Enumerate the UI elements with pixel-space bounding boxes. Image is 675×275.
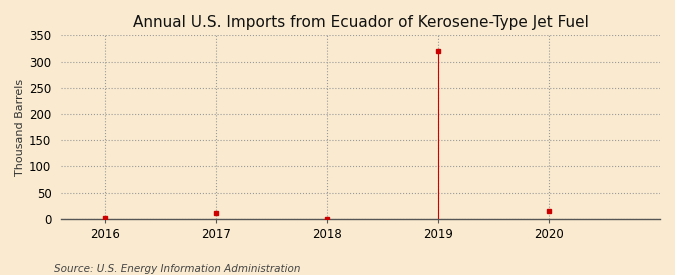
Y-axis label: Thousand Barrels: Thousand Barrels bbox=[15, 78, 25, 176]
Text: Source: U.S. Energy Information Administration: Source: U.S. Energy Information Administ… bbox=[54, 264, 300, 274]
Title: Annual U.S. Imports from Ecuador of Kerosene-Type Jet Fuel: Annual U.S. Imports from Ecuador of Kero… bbox=[132, 15, 589, 30]
